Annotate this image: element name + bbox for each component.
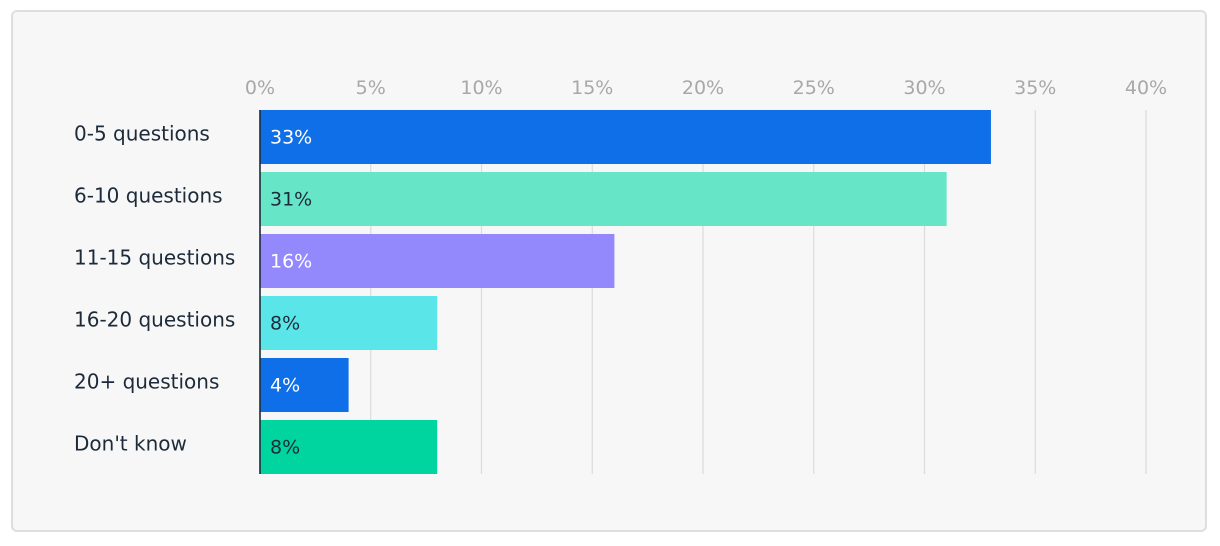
bar	[260, 358, 349, 412]
value-label: 31%	[270, 189, 312, 211]
x-tick-label: 35%	[1014, 77, 1056, 99]
bar	[260, 420, 438, 474]
bar	[260, 296, 438, 350]
category-label: 16-20 questions	[74, 308, 235, 332]
value-labels: 33% 31% 16% 8% 4% 8%	[270, 127, 312, 459]
bars	[260, 110, 991, 474]
x-tick-label: 5%	[356, 77, 386, 99]
value-label: 16%	[270, 251, 312, 273]
x-tick-label: 40%	[1125, 77, 1167, 99]
value-label: 8%	[270, 313, 300, 335]
x-tick-label: 30%	[903, 77, 945, 99]
x-tick-label: 10%	[460, 77, 502, 99]
category-label: Don't know	[74, 432, 187, 456]
x-tick-label: 25%	[793, 77, 835, 99]
x-tick-label: 20%	[682, 77, 724, 99]
bar	[260, 110, 991, 164]
gridlines	[370, 110, 1147, 474]
x-tick-label: 15%	[571, 77, 613, 99]
value-label: 33%	[270, 127, 312, 149]
category-label: 6-10 questions	[74, 184, 223, 208]
x-axis-tick-labels: 0% 5% 10% 15% 20% 25% 30% 35% 40%	[245, 77, 1167, 99]
category-labels: 0-5 questions 6-10 questions 11-15 questio…	[74, 122, 235, 456]
x-tick-label: 0%	[245, 77, 275, 99]
category-label: 11-15 questions	[74, 246, 235, 270]
value-label: 8%	[270, 437, 300, 459]
category-label: 20+ questions	[74, 370, 219, 394]
value-label: 4%	[270, 375, 300, 397]
bar	[260, 172, 947, 226]
bar	[260, 234, 615, 288]
category-label: 0-5 questions	[74, 122, 210, 146]
